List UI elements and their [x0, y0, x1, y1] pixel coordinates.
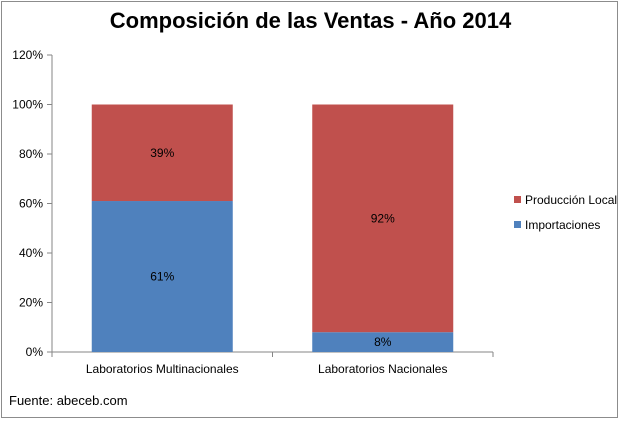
- data-label: 92%: [371, 211, 395, 225]
- legend-label: Importaciones: [525, 218, 600, 232]
- bar-segment: [312, 104, 454, 333]
- y-tick-label: 100%: [12, 98, 43, 112]
- chart-title: Composición de las Ventas - Año 2014: [109, 8, 512, 33]
- bar-segment: [312, 332, 454, 352]
- legend-swatch: [514, 221, 521, 228]
- data-label: 8%: [374, 335, 392, 349]
- bar-segment: [91, 201, 233, 352]
- y-tick-label: 0%: [26, 345, 44, 359]
- source-note: Fuente: abeceb.com: [9, 393, 128, 408]
- y-tick-label: 40%: [19, 246, 43, 260]
- data-label: 61%: [150, 270, 174, 284]
- y-tick-label: 120%: [12, 48, 43, 62]
- legend-swatch: [514, 196, 521, 203]
- y-tick-label: 80%: [19, 147, 43, 161]
- y-tick-label: 20%: [19, 296, 43, 310]
- y-tick-label: 60%: [19, 197, 43, 211]
- x-tick-label: Laboratorios Multinacionales: [86, 362, 239, 376]
- x-tick-label: Laboratorios Nacionales: [318, 362, 447, 376]
- legend-label: Producción Local: [525, 193, 617, 207]
- bar-segment: [91, 104, 233, 202]
- data-label: 39%: [150, 146, 174, 160]
